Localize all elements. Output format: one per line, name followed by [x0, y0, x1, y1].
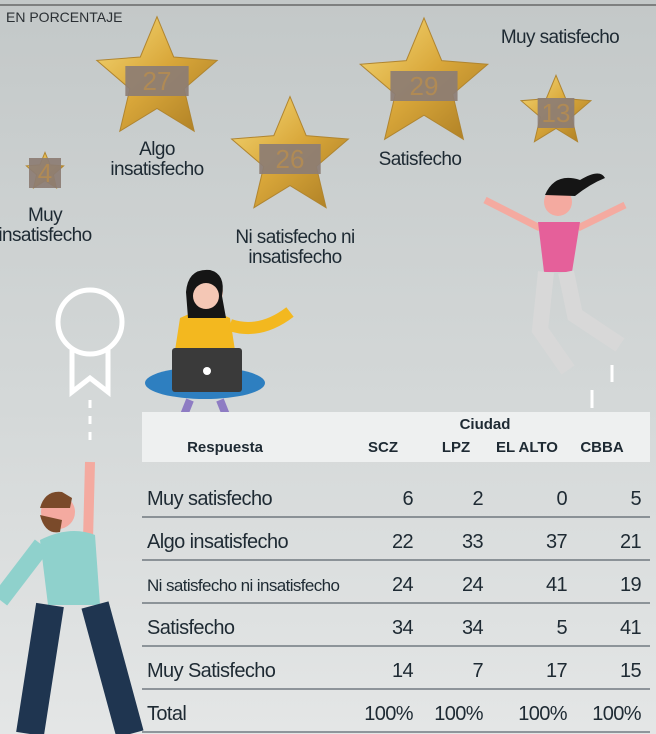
- column-header: SCZ: [368, 439, 398, 456]
- star-label: Algo insatisfecho: [110, 139, 204, 180]
- award-icon: [55, 287, 125, 440]
- star-value: 27: [143, 66, 172, 96]
- cell-value: 19: [620, 574, 642, 596]
- cell-value: 22: [392, 531, 414, 553]
- cell-value: 100%: [518, 703, 568, 725]
- cell-value: 100%: [592, 703, 642, 725]
- cell-value: 34: [392, 617, 414, 639]
- cell-value: 37: [546, 531, 568, 553]
- cell-value: 5: [630, 488, 641, 510]
- value-box: [537, 98, 575, 128]
- subtitle: EN PORCENTAJE: [6, 9, 122, 25]
- woman-laptop-illustration: [145, 269, 294, 422]
- cell-value: 34: [462, 617, 484, 639]
- star-label: Muy insatisfecho: [0, 205, 92, 246]
- cell-value: 0: [556, 488, 567, 510]
- group-header: Ciudad: [460, 416, 511, 433]
- cell-value: 17: [546, 660, 568, 682]
- value-box: [259, 144, 321, 174]
- star-value: 4: [38, 158, 52, 188]
- man-illustration: [0, 461, 144, 734]
- star-label: Satisfecho: [378, 149, 462, 170]
- cell-value: 5: [556, 617, 567, 639]
- cell-value: 41: [620, 617, 642, 639]
- value-box: [29, 158, 61, 188]
- star-value: 13: [542, 98, 571, 128]
- cell-value: 6: [402, 488, 413, 510]
- column-header: EL ALTO: [496, 439, 558, 456]
- row-label: Ni satisfecho ni insatisfecho: [147, 576, 340, 595]
- cell-value: 7: [472, 660, 483, 682]
- cell-value: 2: [472, 488, 483, 510]
- column-header: CBBA: [580, 439, 623, 456]
- star-label: Ni satisfecho ni insatisfecho: [235, 227, 355, 268]
- column-header: Respuesta: [187, 439, 264, 456]
- column-header: LPZ: [442, 439, 470, 456]
- row-label: Muy Satisfecho: [147, 660, 276, 682]
- cell-value: 100%: [364, 703, 414, 725]
- value-box: [125, 66, 189, 96]
- cell-value: 15: [620, 660, 642, 682]
- row-label: Total: [147, 703, 186, 725]
- star-value: 29: [410, 71, 439, 101]
- star-label: Muy satisfecho: [500, 27, 620, 48]
- cell-value: 14: [392, 660, 414, 682]
- cell-value: 41: [546, 574, 568, 596]
- star-value: 26: [276, 144, 305, 174]
- row-label: Satisfecho: [147, 617, 235, 639]
- row-label: Muy satisfecho: [147, 488, 272, 510]
- cell-value: 100%: [434, 703, 484, 725]
- cell-value: 21: [620, 531, 642, 553]
- cell-value: 24: [462, 574, 484, 596]
- jumping-woman-illustration: [483, 173, 627, 408]
- value-box: [390, 71, 458, 101]
- table-header-band: [142, 412, 650, 462]
- row-label: Algo insatisfecho: [147, 531, 288, 553]
- cell-value: 24: [392, 574, 414, 596]
- cell-value: 33: [462, 531, 484, 553]
